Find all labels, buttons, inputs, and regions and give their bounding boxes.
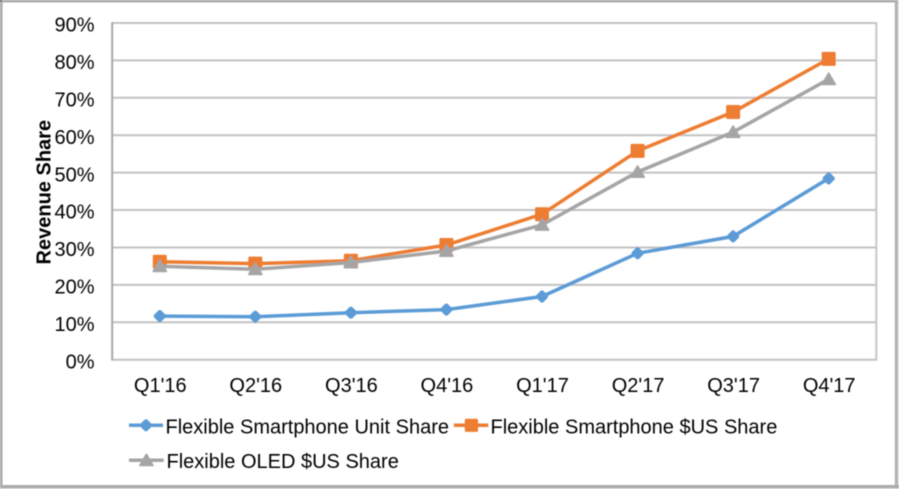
svg-text:90%: 90%: [54, 15, 94, 37]
svg-text:Flexible OLED $US Share: Flexible OLED $US Share: [167, 451, 399, 473]
svg-text:20%: 20%: [54, 277, 94, 299]
svg-text:Flexible Smartphone Unit Share: Flexible Smartphone Unit Share: [166, 416, 449, 438]
svg-text:10%: 10%: [54, 314, 94, 336]
svg-text:Q1'16: Q1'16: [134, 375, 187, 397]
svg-text:80%: 80%: [54, 52, 94, 74]
svg-text:Q3'17: Q3'17: [707, 375, 760, 397]
svg-text:0%: 0%: [66, 351, 95, 373]
svg-text:Q2'16: Q2'16: [229, 375, 282, 397]
svg-text:40%: 40%: [54, 202, 94, 224]
svg-text:Q1'17: Q1'17: [516, 375, 569, 397]
svg-text:Q4'17: Q4'17: [803, 375, 856, 397]
svg-text:Q3'16: Q3'16: [325, 375, 378, 397]
svg-text:70%: 70%: [54, 90, 94, 112]
svg-text:30%: 30%: [54, 239, 94, 261]
svg-text:50%: 50%: [54, 164, 94, 186]
svg-text:60%: 60%: [54, 127, 94, 149]
svg-text:Q4'16: Q4'16: [421, 375, 474, 397]
svg-text:Revenue Share: Revenue Share: [34, 120, 56, 265]
svg-text:Q2'17: Q2'17: [612, 375, 665, 397]
svg-text:Flexible Smartphone $US Share: Flexible Smartphone $US Share: [491, 416, 778, 438]
